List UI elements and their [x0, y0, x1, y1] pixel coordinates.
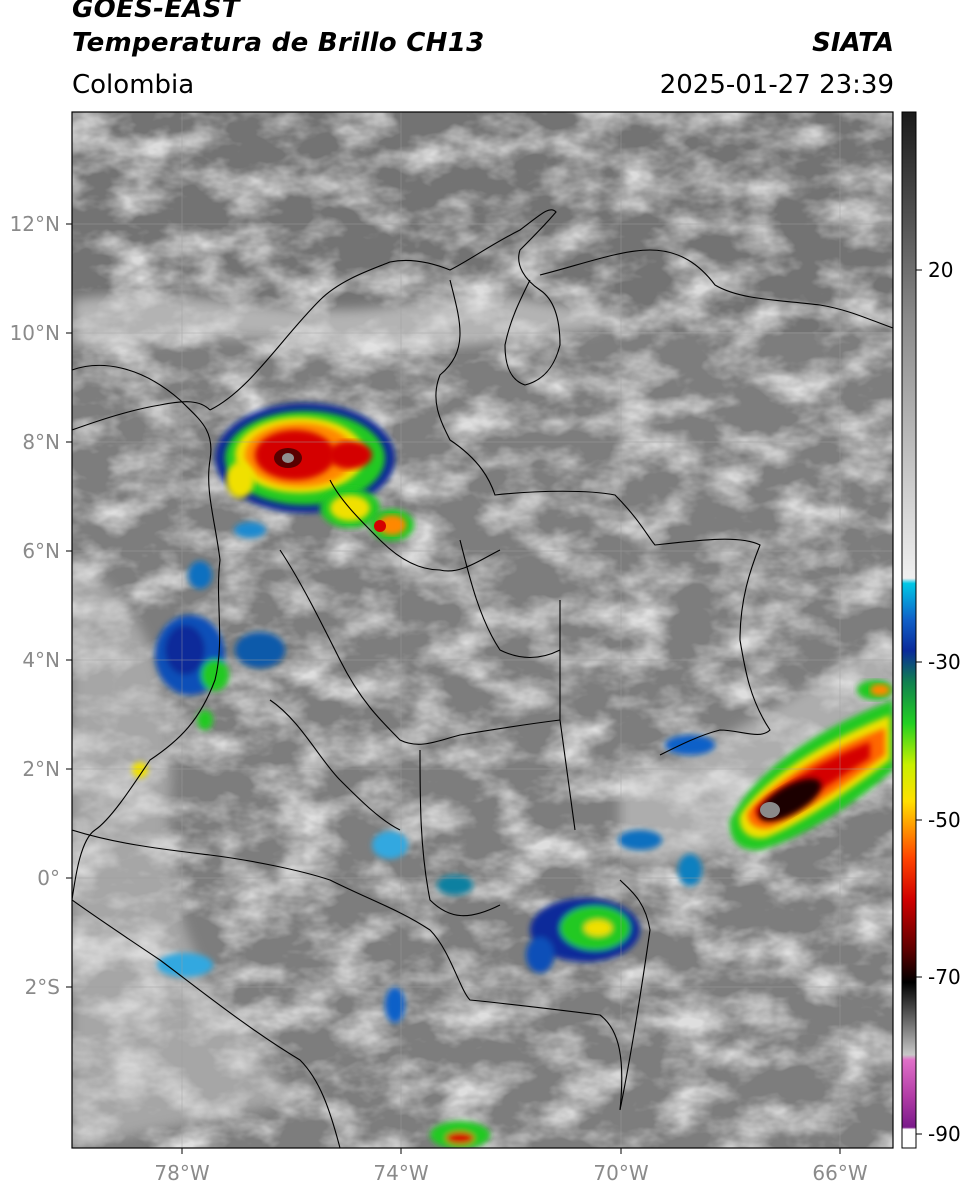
colorbar-label-minus90: -90 [928, 1122, 961, 1146]
region-label: Colombia [72, 70, 195, 100]
venezuela-coast [539, 249, 893, 329]
lon-label-78w: 78°W [154, 1161, 209, 1185]
storm-cell-south [430, 735, 715, 1148]
borders [72, 209, 893, 1148]
lon-axis [181, 1148, 841, 1154]
lat-label-2s: 2°S [25, 975, 60, 999]
satellite-title: GOES-EAST [72, 0, 240, 24]
graticule [72, 112, 893, 1148]
lat-label-4n: 4°N [22, 648, 60, 672]
lat-label-12n: 12°N [10, 212, 60, 236]
lat-label-10n: 10°N [10, 321, 60, 345]
internal-2 [559, 600, 576, 831]
map-frame [71, 111, 894, 1149]
internal-1 [279, 549, 561, 745]
storm-cell-east [729, 680, 893, 851]
lat-label-8n: 8°N [22, 430, 60, 454]
colorbar-ticks [916, 269, 922, 1135]
colorbar [902, 112, 916, 1148]
colorbar-label-minus30: -30 [928, 650, 961, 674]
panama [72, 401, 211, 431]
colombia-east-border [435, 279, 771, 756]
internal-6 [269, 699, 401, 831]
storm-cell-north [215, 403, 395, 513]
colorbar-label-20: 20 [928, 258, 953, 282]
lat-label-6n: 6°N [22, 539, 60, 563]
caribbean-coast [209, 209, 561, 411]
lon-label-70w: 70°W [593, 1161, 648, 1185]
internal-3 [419, 749, 501, 917]
pacific-clouds [132, 522, 473, 1023]
colombia-south-border [72, 829, 623, 1111]
ecuador-peru [72, 899, 341, 1148]
colorbar-frame [901, 111, 917, 1149]
colorbar-label-minus70: -70 [928, 965, 961, 989]
internal-4 [329, 479, 501, 572]
lon-label-66w: 66°W [812, 1161, 867, 1185]
satellite-imagery [72, 112, 893, 1148]
brand-label: SIATA [812, 28, 894, 58]
lat-axis [66, 223, 72, 988]
colorbar-label-minus50: -50 [928, 808, 961, 832]
internal-5 [459, 539, 561, 658]
datetime-label: 2025-01-27 23:39 [659, 70, 894, 100]
lat-label-0: 0° [37, 866, 60, 890]
product-title: Temperatura de Brillo CH13 [72, 28, 485, 58]
lat-label-2n: 2°N [22, 757, 60, 781]
lon-label-74w: 74°W [373, 1161, 428, 1185]
peru-brazil-border [619, 879, 651, 1111]
pacific-coast [72, 364, 221, 901]
